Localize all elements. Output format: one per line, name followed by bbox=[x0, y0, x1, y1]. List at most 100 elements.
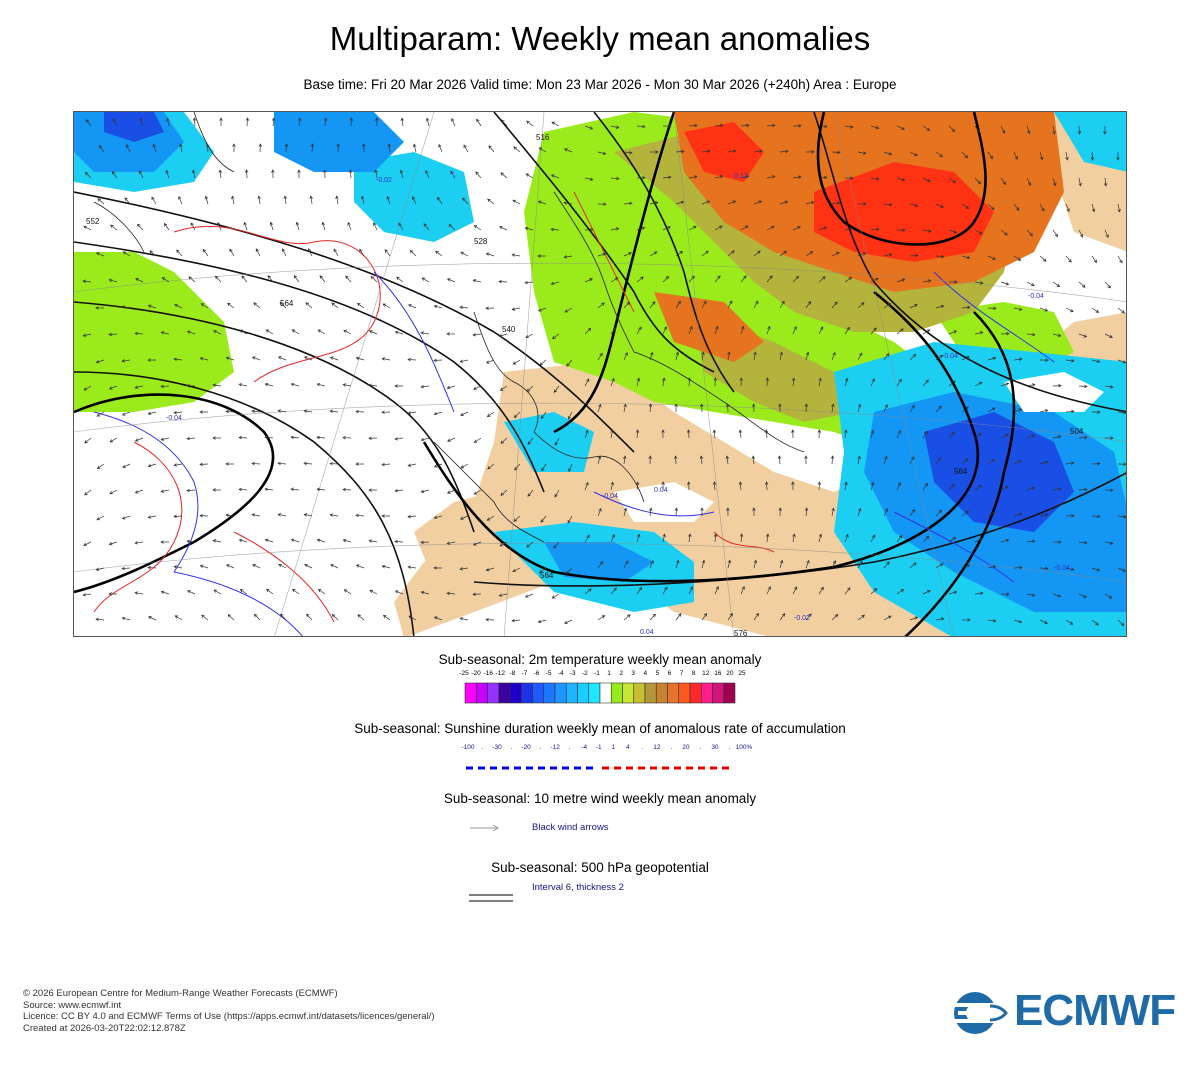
wind-arrow bbox=[751, 403, 756, 413]
wind-arrow bbox=[373, 222, 378, 231]
wind-arrow bbox=[1013, 512, 1023, 517]
footer-copyright: © 2026 European Centre for Medium-Range … bbox=[23, 988, 338, 999]
wind-arrow bbox=[147, 411, 157, 415]
wind-arrow bbox=[675, 613, 682, 621]
geopotential-contours bbox=[74, 112, 1126, 636]
wind-arrow bbox=[610, 176, 620, 181]
sunshine-legend-ticks: -100. -30. -20. -12. -4 -1 1 4. 12. 20. 30. 100% bbox=[456, 744, 752, 754]
wind-arrow bbox=[291, 588, 300, 595]
wind-arrow bbox=[636, 326, 642, 335]
wind-arrow bbox=[662, 586, 668, 595]
wind-arrow bbox=[258, 143, 263, 153]
wind-arrow bbox=[186, 488, 196, 493]
wind-arrow bbox=[277, 461, 287, 466]
wind-arrow bbox=[610, 125, 620, 129]
wind-arrow bbox=[355, 513, 365, 518]
wind-arrow bbox=[700, 403, 704, 413]
temp-tick-label: 20 bbox=[726, 670, 734, 677]
wind-arrow bbox=[95, 567, 105, 572]
wind-legend-note: Black wind arrows bbox=[532, 822, 609, 833]
wind-arrow bbox=[584, 227, 594, 232]
wind-arrow bbox=[727, 612, 733, 621]
wind-arrow bbox=[303, 356, 313, 361]
wind-arrow bbox=[831, 507, 835, 517]
wind-arrow bbox=[948, 229, 958, 234]
wind-arrow bbox=[727, 351, 731, 361]
wind-arrow bbox=[433, 616, 443, 621]
wind-arrow bbox=[186, 436, 196, 441]
wind-arrow bbox=[412, 143, 417, 153]
wind-arrow bbox=[95, 306, 105, 310]
sunshine-tick-label: . bbox=[728, 744, 731, 751]
wind-arrow bbox=[857, 302, 865, 309]
wind-arrow bbox=[623, 614, 631, 621]
wind-arrow bbox=[922, 279, 932, 283]
wind-arrow bbox=[134, 489, 144, 494]
wind-arrow bbox=[1078, 384, 1088, 389]
wind-arrow bbox=[498, 333, 508, 338]
wind-arrow bbox=[1078, 593, 1087, 598]
wind-arrow bbox=[1039, 255, 1047, 262]
wind-arrow bbox=[699, 455, 704, 465]
sunshine-tick-label: -4 bbox=[581, 744, 588, 751]
wind-arrow bbox=[345, 275, 352, 283]
wind-arrow bbox=[1026, 539, 1036, 544]
wind-arrow bbox=[714, 586, 719, 595]
colorbar-swatch bbox=[610, 682, 623, 704]
wind-arrow bbox=[151, 196, 157, 205]
wind-arrow bbox=[460, 411, 469, 416]
wind-arrow bbox=[961, 203, 970, 209]
wind-arrow bbox=[870, 481, 875, 491]
wind-arrow bbox=[231, 195, 235, 205]
wind-arrow bbox=[701, 149, 711, 154]
wind-arrow bbox=[239, 329, 248, 335]
wind-arrow-sample bbox=[470, 824, 499, 832]
sunshine-tick-label: . bbox=[510, 744, 513, 751]
temp-tick-label: 1 bbox=[607, 670, 611, 677]
wind-arrow bbox=[935, 203, 944, 208]
wind-arrow bbox=[1026, 177, 1032, 186]
wind-arrow bbox=[1078, 540, 1088, 545]
wind-arrow bbox=[239, 589, 248, 595]
wind-arrow bbox=[163, 222, 170, 231]
wind-arrow bbox=[753, 559, 758, 569]
wind-arrow bbox=[922, 229, 932, 233]
wind-arrow bbox=[566, 359, 573, 367]
wind-arrow bbox=[433, 463, 443, 468]
wind-arrow bbox=[1026, 434, 1036, 439]
wind-arrow bbox=[179, 143, 183, 153]
wind-arrow bbox=[779, 351, 783, 361]
wind-arrow bbox=[307, 248, 313, 257]
wind-arrow bbox=[1117, 203, 1121, 213]
wind-arrow bbox=[488, 145, 495, 153]
wind-arrow bbox=[974, 591, 984, 596]
wind-arrow bbox=[407, 411, 417, 415]
map-panel: 516 528 540 552 564 564 564 576 504 -0.0… bbox=[73, 111, 1127, 637]
wind-arrow bbox=[174, 303, 183, 309]
wind-arrow bbox=[161, 277, 170, 283]
wind-arrow bbox=[421, 277, 430, 283]
wind-arrow bbox=[922, 482, 929, 491]
anomaly-label: 0.12 bbox=[734, 173, 748, 180]
wind-arrow bbox=[987, 356, 997, 361]
wind-arrow bbox=[987, 511, 996, 517]
wind-arrow bbox=[844, 326, 850, 335]
wind-arrow bbox=[1039, 358, 1049, 362]
wind-arrow bbox=[922, 177, 931, 183]
wind-arrow bbox=[831, 351, 836, 361]
wind-arrow bbox=[1091, 461, 1101, 466]
wind-arrow bbox=[290, 435, 300, 440]
wind-arrow bbox=[225, 513, 235, 518]
wind-arrow bbox=[394, 384, 404, 388]
wind-arrow bbox=[961, 510, 970, 517]
wind-arrow bbox=[447, 437, 456, 442]
wind-arrow bbox=[584, 125, 594, 130]
wind-arrow bbox=[319, 275, 326, 283]
wind-arrow bbox=[82, 333, 92, 337]
wind-arrow bbox=[448, 224, 456, 231]
wind-arrow bbox=[961, 458, 969, 465]
wind-arrow bbox=[857, 352, 863, 361]
sunshine-tick-label: . bbox=[670, 744, 673, 751]
wind-arrow bbox=[437, 196, 443, 205]
wind-arrow bbox=[688, 175, 698, 179]
